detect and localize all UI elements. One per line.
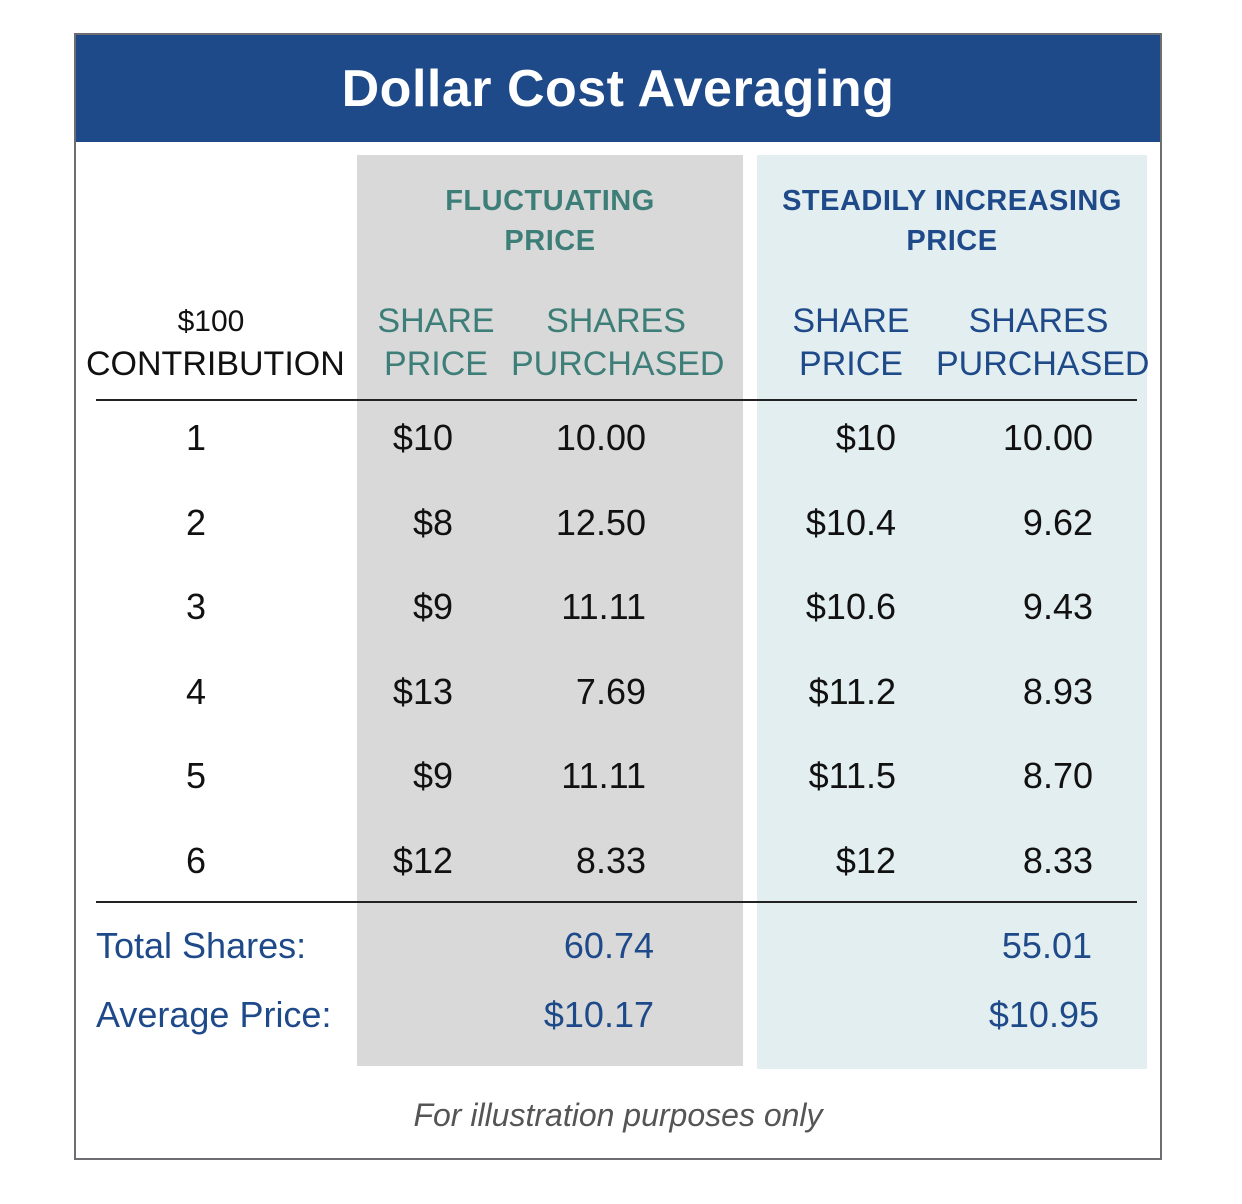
fluct-total-shares: 60.74 [563, 925, 654, 966]
fluct-share-price: $12 [392, 840, 453, 881]
steady-share-price: $10.6 [805, 586, 896, 627]
steady-share-header-line2: PRICE [799, 345, 903, 383]
fluct-share-price: $9 [412, 586, 453, 627]
steady-title-line2: PRICE [906, 225, 998, 257]
contribution-header: $100 CONTRIBUTION [86, 300, 345, 386]
fluct-share-price-header: SHARE PRICE [371, 300, 501, 386]
steady-average-price: $10.95 [988, 994, 1099, 1035]
steady-shares-purchased: 8.70 [1022, 755, 1093, 796]
fluct-share-header-line2: PRICE [384, 345, 488, 383]
fluct-shares-purchased: 7.69 [575, 671, 646, 712]
steady-shares-header-line1: SHARES [968, 302, 1109, 340]
fluct-shares-purchased: 8.33 [575, 840, 646, 881]
steady-share-price: $12 [835, 840, 896, 881]
fluct-share-price: $8 [412, 502, 453, 543]
steady-share-price: $10.4 [805, 502, 896, 543]
fluct-shares-header-line1: SHARES [546, 302, 686, 340]
contribution-number: 1 [185, 417, 207, 458]
steady-total-shares: 55.01 [1001, 925, 1092, 966]
steady-shares-purchased: 10.00 [1002, 417, 1093, 458]
steady-group-title: STEADILY INCREASING PRICE [757, 181, 1147, 261]
steady-share-header-line1: SHARE [792, 302, 910, 340]
fluct-shares-purchased: 11.11 [561, 755, 646, 796]
fluct-shares-purchased: 11.11 [561, 586, 646, 627]
fluct-shares-purchased-header: SHARES PURCHASED [511, 300, 725, 386]
header-rule [96, 399, 1137, 401]
steady-shares-purchased: 9.62 [1022, 502, 1093, 543]
steady-shares-purchased: 9.43 [1022, 586, 1093, 627]
contribution-header-line2: CONTRIBUTION [86, 345, 345, 383]
contribution-number: 6 [185, 840, 207, 881]
fluct-average-price: $10.17 [543, 994, 654, 1035]
fluct-share-price: $9 [412, 755, 453, 796]
fluct-share-price: $13 [392, 671, 453, 712]
contribution-number: 2 [185, 502, 207, 543]
steady-share-price: $11.5 [808, 755, 896, 796]
chart-frame: Dollar Cost Averaging FLUCTUATING PRICE … [74, 33, 1162, 1160]
steady-share-price: $11.2 [808, 671, 896, 712]
illustration-note: For illustration purposes only [413, 1097, 823, 1133]
steady-shares-header-line2: PURCHASED [936, 345, 1150, 383]
steady-share-price: $10 [835, 417, 896, 458]
contribution-number: 4 [185, 671, 207, 712]
fluct-shares-header-line2: PURCHASED [511, 345, 725, 383]
fluct-shares-purchased: 10.00 [555, 417, 646, 458]
fluctuating-band [357, 155, 743, 1066]
fluct-shares-purchased: 12.50 [555, 502, 646, 543]
steady-shares-purchased: 8.93 [1022, 671, 1093, 712]
contribution-header-line1: $100 [177, 305, 245, 338]
contribution-number: 3 [185, 586, 207, 627]
average-price-label: Average Price: [96, 994, 332, 1035]
steady-band [757, 155, 1147, 1069]
fluct-share-price: $10 [392, 417, 453, 458]
totals-rule [96, 901, 1137, 903]
steady-shares-purchased: 8.33 [1022, 840, 1093, 881]
fluctuating-group-title: FLUCTUATING PRICE [357, 181, 743, 261]
fluctuating-title-line1: FLUCTUATING [445, 185, 655, 217]
fluctuating-title-line2: PRICE [504, 225, 596, 257]
steady-share-price-header: SHARE PRICE [786, 300, 916, 386]
total-shares-label: Total Shares: [96, 925, 307, 966]
contribution-number: 5 [185, 755, 207, 796]
chart-title: Dollar Cost Averaging [76, 35, 1160, 142]
fluct-share-header-line1: SHARE [377, 302, 495, 340]
steady-title-line1: STEADILY INCREASING [782, 185, 1122, 217]
steady-shares-purchased-header: SHARES PURCHASED [936, 300, 1150, 386]
